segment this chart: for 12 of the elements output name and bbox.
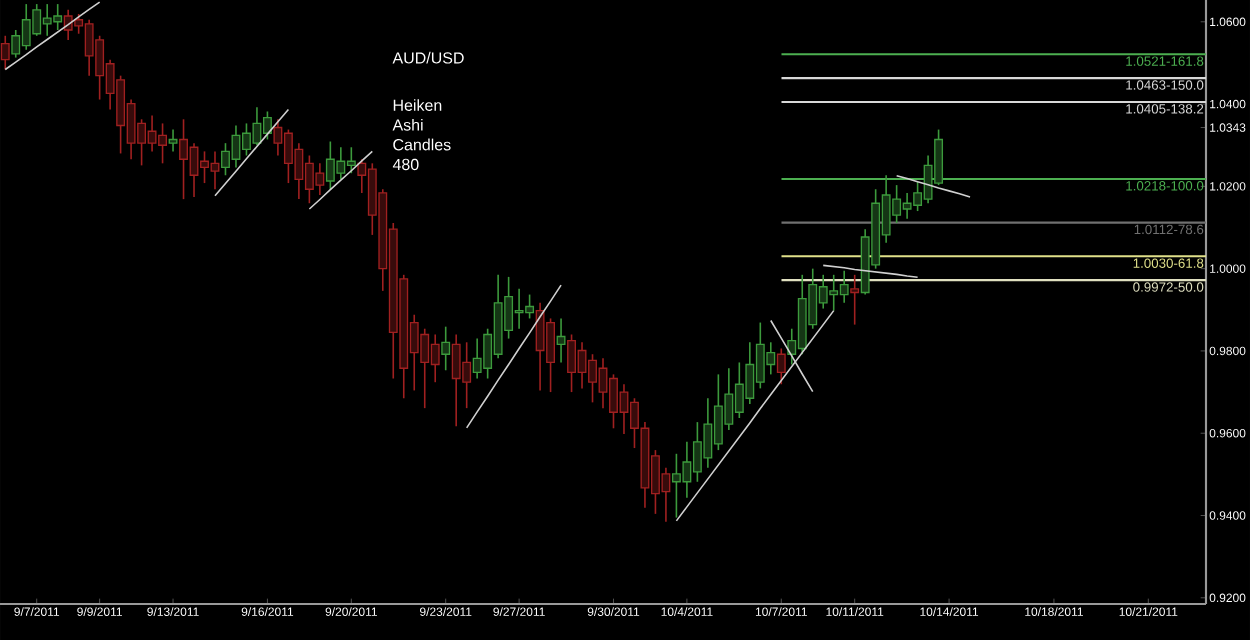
text: AUD/USD [392,51,464,64]
candlestick [0,34,10,71]
candlestick [441,325,451,372]
candlestick [168,128,178,153]
line-series [214,108,290,197]
line-series [308,150,374,210]
candlestick [850,274,860,326]
candlestick [776,347,786,386]
line-series [769,319,814,393]
line-series [465,284,562,429]
text: Heiken Ashi Candles 480 [392,99,451,171]
candlestick [556,317,566,364]
